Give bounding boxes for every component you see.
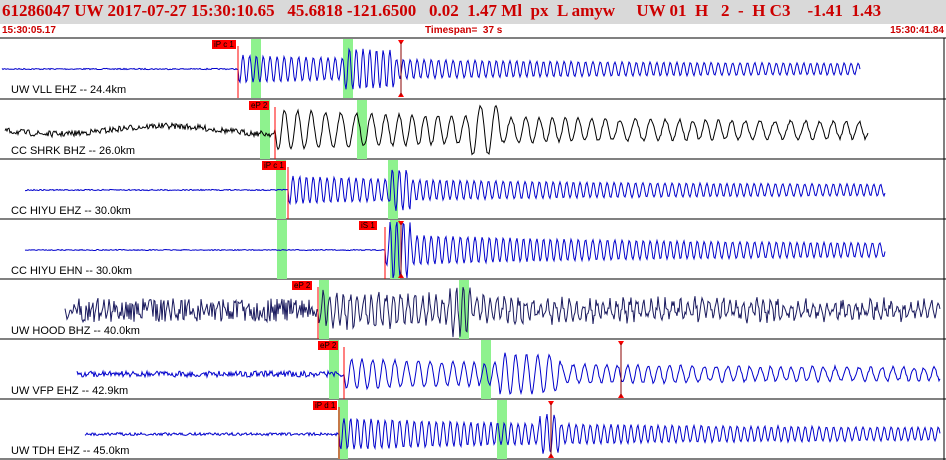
- pick-label[interactable]: iP d 1: [313, 401, 338, 410]
- channel-label: UW TDH EHZ -- 45.0km: [11, 445, 130, 457]
- channel-label: CC HIYU EHZ -- 30.0km: [11, 205, 131, 217]
- pick-label[interactable]: iP c 1: [212, 40, 236, 49]
- channel-label: CC HIYU EHN -- 30.0km: [11, 265, 133, 277]
- channel-row[interactable]: [4, 100, 869, 159]
- phase-window[interactable]: [497, 400, 507, 459]
- waveform-trace: [76, 352, 941, 396]
- phase-window[interactable]: [357, 100, 367, 159]
- waveform-trace: [4, 104, 869, 156]
- channel-row[interactable]: [76, 340, 941, 399]
- timespan: Timespan= 37 s: [425, 25, 503, 36]
- waveform-trace: [1, 47, 861, 90]
- channel-label: CC SHRK BHZ -- 26.0km: [11, 145, 136, 157]
- phase-window[interactable]: [260, 100, 270, 159]
- phase-window[interactable]: [329, 340, 339, 399]
- pick-label[interactable]: iS 1: [359, 221, 377, 230]
- channel-label: UW HOOD BHZ -- 40.0km: [11, 325, 140, 337]
- end-time: 15:30:41.84: [890, 25, 944, 36]
- start-time: 15:30:05.17: [2, 25, 56, 36]
- channel-row[interactable]: [1, 39, 861, 98]
- waveform-trace: [25, 169, 886, 211]
- waveform-trace: [84, 414, 941, 454]
- phase-window[interactable]: [251, 39, 261, 98]
- channel-row[interactable]: [25, 160, 886, 219]
- phase-window[interactable]: [319, 280, 329, 339]
- channel-label: UW VFP EHZ -- 42.9km: [11, 385, 129, 397]
- phase-window[interactable]: [388, 160, 398, 219]
- phase-window[interactable]: [459, 280, 469, 339]
- waveform-trace: [64, 287, 941, 338]
- pick-label[interactable]: iP c 1: [262, 161, 286, 170]
- channel-row[interactable]: [84, 400, 941, 459]
- channel-label: UW VLL EHZ -- 24.4km: [11, 84, 127, 96]
- pick-label[interactable]: eP 2: [318, 341, 339, 350]
- event-title: 61286047 UW 2017-07-27 15:30:10.65 45.68…: [2, 1, 882, 20]
- header-bar: 61286047 UW 2017-07-27 15:30:10.65 45.68…: [0, 0, 946, 24]
- channel-row[interactable]: [24, 220, 886, 279]
- pick-label[interactable]: eP 2: [249, 101, 270, 110]
- pick-label[interactable]: eP 2: [292, 281, 313, 290]
- channel-row[interactable]: [64, 280, 941, 339]
- waveform-trace: [24, 221, 886, 279]
